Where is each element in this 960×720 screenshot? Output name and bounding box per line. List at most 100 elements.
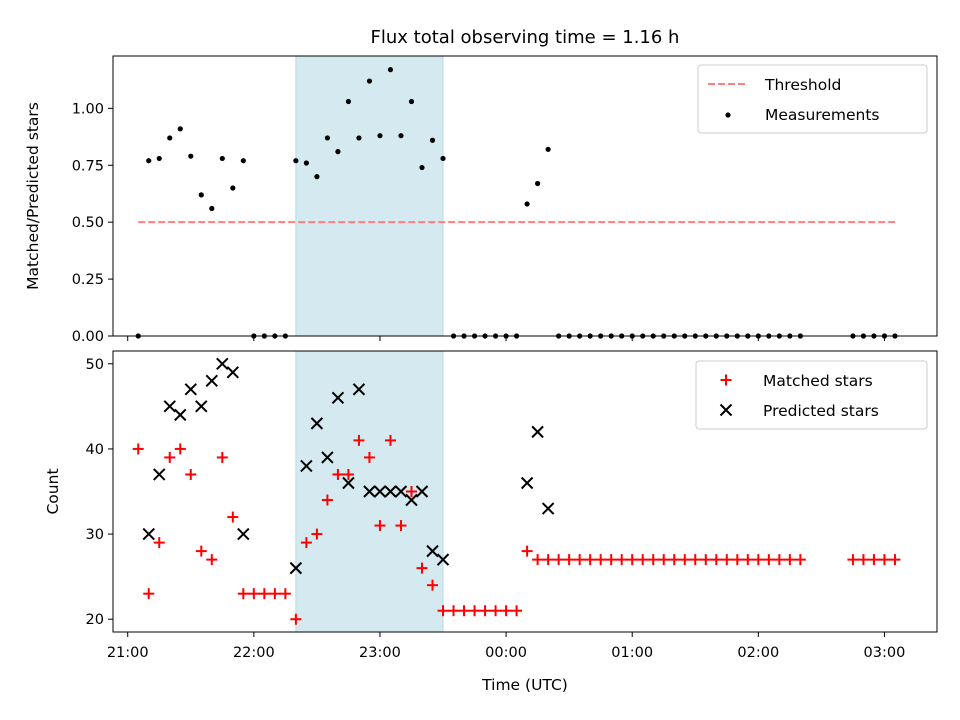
legend-predicted-label: Predicted stars xyxy=(763,402,879,420)
matched-point xyxy=(206,554,218,566)
matched-point xyxy=(511,605,523,617)
measurement-point xyxy=(240,158,246,164)
matched-point xyxy=(868,554,880,566)
cross-b xyxy=(289,561,303,575)
legend-measurements-label: Measurements xyxy=(765,106,880,124)
legend-predicted-swatch xyxy=(719,403,733,417)
matched-point xyxy=(342,468,354,480)
y-tick-label: 50 xyxy=(86,357,104,373)
predicted-point xyxy=(216,357,229,370)
predicted-point xyxy=(394,485,408,498)
y-tick-label: 0.50 xyxy=(72,215,104,231)
top-axes-frame xyxy=(112,55,938,337)
matched-point xyxy=(248,588,260,600)
matched-point xyxy=(647,554,659,566)
bottom-y-axis-label: Count xyxy=(44,468,62,514)
top-legend: Threshold Measurements xyxy=(697,64,928,134)
measurement-point xyxy=(177,126,183,132)
cross-b xyxy=(394,485,408,498)
matched-point xyxy=(500,605,512,617)
predicted-point xyxy=(163,400,176,413)
matched-point xyxy=(384,434,396,446)
x-tick-label: 00:00 xyxy=(485,645,527,661)
predicted-point xyxy=(415,485,429,498)
matched-point xyxy=(374,520,386,532)
predicted-point xyxy=(205,374,219,388)
bottom-marks xyxy=(132,357,901,625)
predicted-point xyxy=(520,476,534,490)
x-tick-label: 22:00 xyxy=(233,645,275,661)
matched-point xyxy=(532,554,544,566)
bottom-axes-frame xyxy=(112,350,938,633)
predicted-point xyxy=(300,459,313,473)
matched-point xyxy=(857,554,869,566)
matched-point xyxy=(563,554,575,566)
legend-matched-label: Matched stars xyxy=(763,372,873,390)
matched-point xyxy=(616,554,628,566)
cross-b xyxy=(531,425,544,439)
cross-b xyxy=(321,451,334,464)
x-tick-label: 02:00 xyxy=(737,645,779,661)
measurement-point xyxy=(345,98,352,105)
matched-point xyxy=(290,613,302,625)
legend-matched-swatch xyxy=(720,374,732,386)
matched-point xyxy=(878,554,890,566)
legend-cross-mark xyxy=(719,403,733,417)
predicted-point xyxy=(426,544,439,558)
predicted-point xyxy=(436,553,450,566)
chart-title: Flux total observing time = 1.16 h xyxy=(371,27,680,48)
predicted-point xyxy=(310,417,324,430)
cross-b xyxy=(184,383,197,396)
matched-point xyxy=(784,554,796,566)
matched-point xyxy=(710,554,722,566)
cross-b xyxy=(415,485,429,498)
measurement-point xyxy=(535,180,541,187)
x-tick-label: 01:00 xyxy=(611,645,653,661)
matched-point xyxy=(311,528,323,540)
measurement-point xyxy=(219,155,225,162)
matched-point xyxy=(469,605,481,617)
cross-b xyxy=(142,527,155,541)
measurement-point xyxy=(293,158,299,164)
matched-point xyxy=(216,451,228,463)
predicted-point xyxy=(142,527,155,541)
matched-point xyxy=(258,588,270,600)
matched-point xyxy=(658,554,670,566)
predicted-point xyxy=(195,400,208,413)
cross-b xyxy=(363,485,376,498)
cross-b xyxy=(520,476,534,490)
y-tick-label: 30 xyxy=(86,527,104,543)
matched-point xyxy=(595,554,607,566)
matched-point xyxy=(847,554,859,566)
matched-point xyxy=(395,520,407,532)
bottom-legend: Matched stars Predicted stars xyxy=(695,360,928,430)
matched-point xyxy=(332,468,344,480)
measurement-point xyxy=(419,164,425,171)
cross-b xyxy=(226,366,240,379)
matched-point xyxy=(794,554,806,566)
cross-b xyxy=(352,383,366,396)
matched-point xyxy=(479,605,491,617)
measurement-point xyxy=(198,192,204,198)
measurement-point xyxy=(408,98,415,105)
legend-plus-mark xyxy=(720,374,732,386)
y-tick-label: 1.00 xyxy=(72,101,104,117)
predicted-point xyxy=(321,451,334,464)
predicted-point xyxy=(352,383,366,396)
y-tick-label: 0.25 xyxy=(72,272,104,288)
top-panel: 0.00 0.25 0.50 0.75 1.00 Flux total observin… xyxy=(24,27,938,345)
cross-b xyxy=(216,357,229,370)
top-y-ticks: 0.00 0.25 0.50 0.75 1.00 xyxy=(72,101,113,345)
matched-point xyxy=(689,554,701,566)
y-tick-label: 0.00 xyxy=(72,329,104,345)
cross-b xyxy=(436,553,450,566)
y-tick-label: 0.75 xyxy=(72,158,104,174)
matched-point xyxy=(164,451,176,463)
matched-point xyxy=(521,545,533,557)
measurement-point xyxy=(230,185,236,191)
predicted-point xyxy=(342,476,355,490)
matched-point xyxy=(542,554,554,566)
predicted-point xyxy=(531,425,544,439)
matched-point xyxy=(227,511,239,523)
matched-point xyxy=(427,579,439,591)
